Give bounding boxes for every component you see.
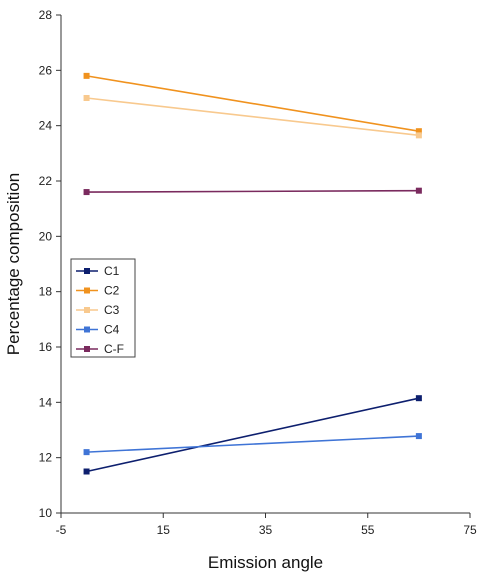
data-point	[83, 449, 90, 456]
series-line	[86, 97, 419, 137]
data-point	[415, 395, 422, 402]
series	[83, 72, 422, 475]
legend-item: C2	[76, 284, 120, 298]
y-tick-label: 10	[39, 506, 53, 520]
y-tick-label: 14	[39, 395, 53, 409]
series-c-f	[83, 187, 422, 196]
series-c2	[83, 72, 422, 135]
legend-item: C4	[76, 323, 120, 337]
ticks: 10 12 14 16 18 20 22 24 26 28 -5 15 35 55 75	[39, 8, 477, 537]
legend-label: C2	[104, 284, 120, 298]
x-tick-label: 35	[259, 523, 273, 537]
legend-label: C1	[104, 264, 120, 278]
y-tick-label: 22	[39, 174, 53, 188]
y-tick-label: 12	[39, 451, 53, 465]
series-line	[86, 435, 419, 453]
legend: C1 C2 C3 C4 C-F	[70, 258, 136, 358]
data-point	[415, 433, 422, 440]
y-tick-label: 18	[39, 285, 53, 299]
x-tick-label: 15	[157, 523, 171, 537]
series-c1	[83, 395, 422, 475]
series-line	[86, 189, 419, 193]
data-point	[415, 132, 422, 139]
y-tick-label: 26	[39, 63, 53, 77]
legend-swatch-marker	[84, 287, 90, 294]
data-point	[83, 95, 90, 101]
series-c4	[83, 433, 422, 456]
legend-swatch-marker	[84, 326, 90, 333]
legend-item: C-F	[76, 342, 124, 356]
x-axis-title: Emission angle	[208, 553, 323, 572]
x-tick-label: 55	[361, 523, 375, 537]
data-point	[415, 187, 422, 194]
y-axis-title: Percentage composition	[4, 173, 23, 355]
x-tick-label: -5	[56, 523, 67, 537]
legend-item: C1	[76, 264, 120, 278]
y-tick-label: 28	[39, 8, 53, 22]
legend-label: C3	[104, 303, 120, 317]
legend-label: C4	[104, 323, 120, 337]
legend-swatch-marker	[84, 268, 90, 274]
legend-item: C3	[76, 303, 120, 317]
data-point	[83, 189, 90, 196]
legend-swatch-marker	[84, 346, 90, 352]
series-line	[86, 75, 420, 132]
series-c3	[83, 95, 422, 139]
legend-swatch-marker	[84, 307, 90, 313]
y-tick-label: 20	[39, 229, 53, 243]
y-tick-label: 16	[39, 340, 53, 354]
legend-box	[70, 258, 136, 358]
legend-label: C-F	[104, 342, 124, 356]
data-point	[415, 128, 422, 135]
x-tick-label: 75	[463, 523, 477, 537]
y-tick-label: 24	[39, 119, 53, 133]
data-point	[83, 72, 90, 79]
data-point	[83, 468, 90, 475]
series-line	[86, 397, 420, 473]
